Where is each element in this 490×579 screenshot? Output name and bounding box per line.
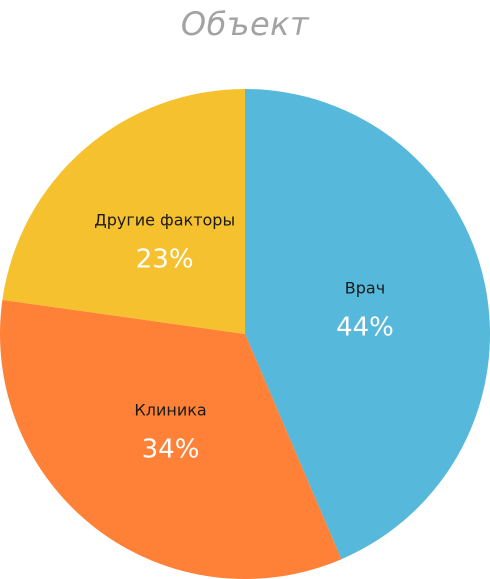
slice-percent-label: 44% xyxy=(336,312,394,342)
pie-slice-0 xyxy=(245,89,490,560)
slice-name-label: Врач xyxy=(345,278,385,297)
chart-title: Объект xyxy=(180,5,310,43)
slice-name-label: Другие факторы xyxy=(94,211,235,230)
slice-percent-label: 23% xyxy=(136,245,194,275)
pie-slice-1 xyxy=(0,299,342,579)
slice-percent-label: 34% xyxy=(142,434,200,464)
pie-slice-2 xyxy=(2,89,246,334)
slice-name-label: Клиника xyxy=(134,400,206,419)
